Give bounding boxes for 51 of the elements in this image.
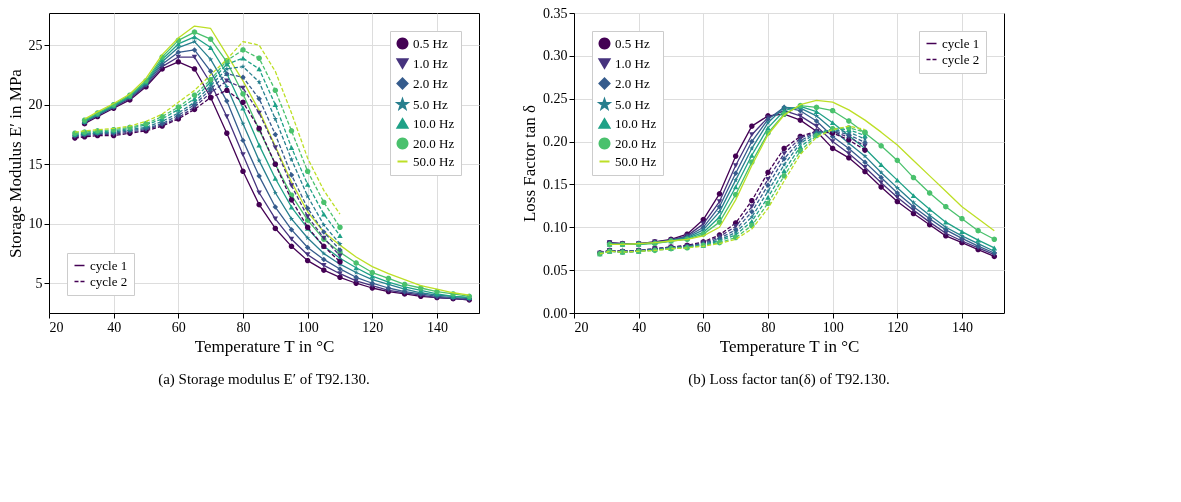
legend-label: 20.0 Hz [413,135,455,151]
legend-label: 0.5 Hz [615,35,650,51]
legend-label: 20.0 Hz [615,135,657,151]
legend-label: 50.0 Hz [615,153,657,169]
x-tick-label: 60 [171,319,186,335]
y-tick-label: 15 [28,156,43,172]
y-tick-label: 0.20 [543,134,568,150]
x-tick-label: 20 [49,319,64,335]
y-tick-label: 10 [28,216,43,232]
x-tick-label: 40 [632,319,647,335]
annotation: cycle 2 [90,273,128,289]
y-tick-label: 0.30 [543,48,568,64]
legend-label: 10.0 Hz [615,115,657,131]
x-tick-label: 100 [822,319,844,335]
annotation: cycle 2 [942,51,980,67]
legend-label: 0.5 Hz [413,35,448,51]
legend-label: 1.0 Hz [413,55,448,71]
x-tick-label: 40 [107,319,122,335]
y-axis-title: Storage Modulus E′ in MPa [5,68,25,258]
text: (b) Loss factor tan(δ) of T92.130. [688,371,890,388]
y-tick-label: 20 [28,97,43,113]
text: (a) Storage modulus E′ of T92.130. [158,371,370,388]
y-tick-label: 5 [35,275,43,291]
x-tick-label: 120 [887,319,909,335]
x-tick-label: 120 [362,319,384,335]
y-tick-label: 0.00 [543,305,568,321]
y-axis-title: Loss Factor tan δ [520,104,539,223]
x-tick-label: 20 [574,319,589,335]
y-tick-label: 0.25 [543,91,568,107]
y-tick-label: 25 [28,37,43,53]
y-tick-label: 0.15 [543,176,568,192]
y-tick-label: 0.10 [543,219,568,235]
legend-label: 50.0 Hz [413,153,455,169]
legend-label: 1.0 Hz [615,55,650,71]
legend-label: 5.0 Hz [615,96,650,112]
y-tick-label: 0.05 [543,262,568,278]
x-axis-title: Temperature T in °C [719,336,860,356]
legend-label: 2.0 Hz [615,75,650,91]
annotation: cycle 1 [942,35,980,51]
x-tick-label: 140 [426,319,448,335]
x-tick-label: 140 [951,319,973,335]
legend-label: 5.0 Hz [413,96,448,112]
legend-label: 10.0 Hz [413,115,455,131]
annotation: cycle 1 [90,257,128,273]
y-tick-label: 0.35 [543,5,568,21]
x-axis-title: Temperature T in °C [194,336,335,356]
x-tick-label: 80 [236,319,251,335]
x-tick-label: 60 [696,319,711,335]
x-tick-label: 80 [761,319,776,335]
legend-label: 2.0 Hz [413,75,448,91]
x-tick-label: 100 [297,319,319,335]
